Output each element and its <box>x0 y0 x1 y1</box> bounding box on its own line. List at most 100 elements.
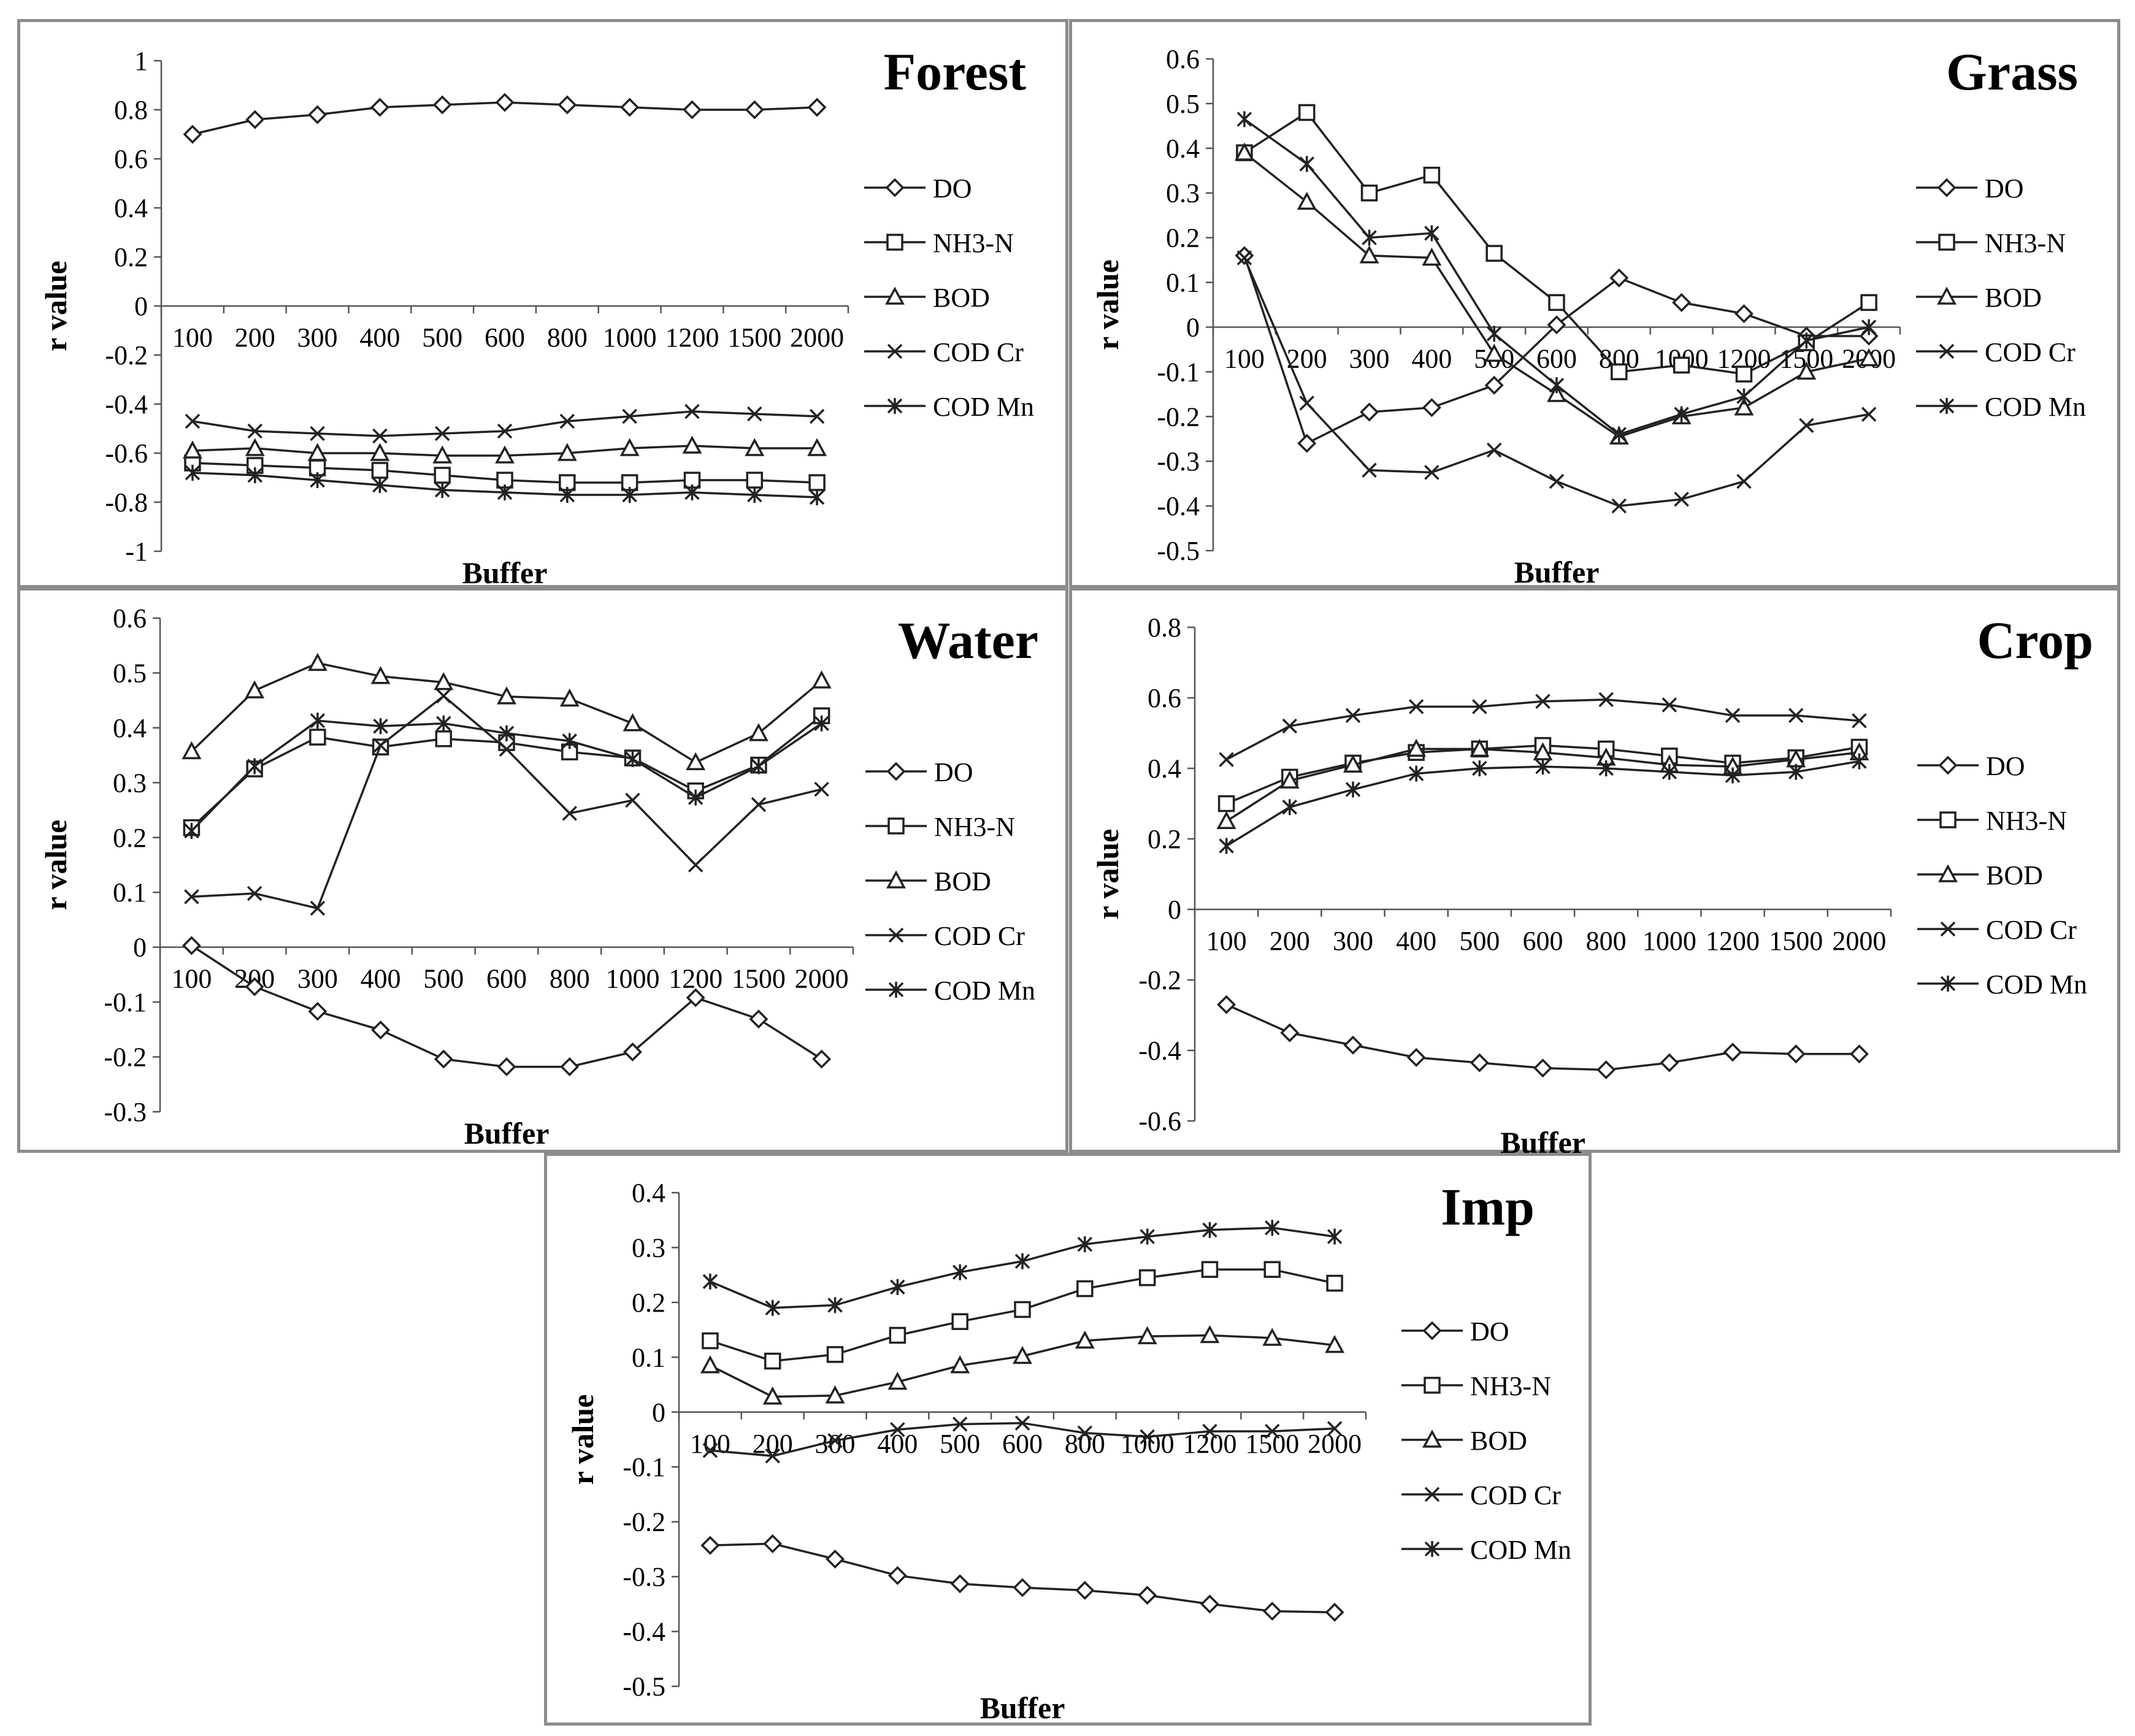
data-point-bod <box>182 440 202 459</box>
data-point-cod-cr <box>1674 491 1689 507</box>
y-tick-label: -0.2 <box>105 340 148 370</box>
data-point-bod <box>950 1355 970 1374</box>
data-point-cod-cr <box>1345 708 1361 723</box>
data-point-cod-mn <box>688 789 703 806</box>
legend-label-bod: BOD <box>933 283 990 313</box>
data-point-cod-mn <box>184 823 199 839</box>
legend-marker-cod-mn <box>888 982 904 998</box>
data-point-nh3-n <box>746 472 764 489</box>
data-point-bod <box>370 666 391 684</box>
data-point-bod <box>1200 1325 1220 1344</box>
data-point-cod-mn <box>1282 799 1298 816</box>
y-tick-label: -0.2 <box>104 1042 147 1073</box>
data-point-bod <box>559 688 580 707</box>
data-point-cod-cr <box>1362 462 1377 478</box>
data-point-nh3-n <box>1201 1261 1219 1278</box>
x-tick-label: 2000 <box>795 964 849 994</box>
x-tick-label: 400 <box>1396 926 1436 956</box>
legend-label-nh3-n: NH3-N <box>933 228 1014 258</box>
series-line-nh3-n <box>1243 111 1870 375</box>
data-point-cod-mn <box>434 482 450 498</box>
x-tick-label: 600 <box>485 323 525 353</box>
data-point-nh3-n <box>1014 1301 1031 1318</box>
data-point-bod <box>1734 397 1754 416</box>
data-point-nh3-n <box>1298 104 1316 121</box>
data-point-bod <box>370 443 390 461</box>
data-point-do <box>620 98 640 117</box>
legend-marker-cod-cr <box>888 927 904 943</box>
data-point-cod-cr <box>185 413 201 429</box>
data-point-cod-cr <box>1725 708 1741 723</box>
data-point-do <box>749 1009 769 1029</box>
panel-forest: Forest 1 0.8 0.6 0.4 0.2 0 -0.2 -0.4 -0.6 -0.8 -1 10… <box>17 19 1068 590</box>
legend-marker-do <box>885 178 905 197</box>
data-point-cod-mn <box>1788 763 1804 780</box>
legend-marker-cod-mn <box>1940 976 1956 992</box>
data-point-do <box>1360 402 1379 422</box>
data-point-cod-cr <box>1799 418 1814 434</box>
data-point-do <box>1075 1580 1095 1600</box>
legend-label-cod-mn: COD Mn <box>934 976 1035 1006</box>
data-point-cod-mn <box>499 725 515 741</box>
data-point-do <box>1660 1053 1679 1073</box>
y-tick-label: 0 <box>1186 312 1200 342</box>
data-point-bod <box>307 652 328 671</box>
legend-label-do: DO <box>934 757 973 787</box>
data-point-do <box>745 100 764 120</box>
data-point-bod <box>557 443 577 461</box>
data-point-nh3-n <box>372 738 389 755</box>
data-point-cod-cr <box>1611 498 1627 514</box>
data-point-bod <box>1859 348 1879 367</box>
x-tick-label: 100 <box>1206 926 1247 956</box>
data-point-do <box>245 977 264 996</box>
x-tick-label: 1000 <box>603 323 657 353</box>
x-tick-label: 600 <box>1523 926 1563 956</box>
data-point-bod <box>887 1371 908 1390</box>
data-point-cod-cr <box>1472 699 1487 714</box>
data-point-bod <box>1406 738 1427 757</box>
data-point-do <box>1533 1058 1552 1078</box>
y-tick-label: 0.5 <box>113 658 147 688</box>
y-tick-label: 0.6 <box>1148 683 1181 713</box>
data-point-cod-mn <box>373 718 388 735</box>
y-axis-title: r value <box>565 1394 600 1485</box>
data-point-do <box>807 98 827 117</box>
y-tick-label: 0.2 <box>113 823 147 853</box>
data-point-do <box>1849 1044 1869 1064</box>
data-point-cod-mn <box>1265 1220 1280 1236</box>
legend-marker-nh3-n <box>1424 1377 1441 1394</box>
data-point-bod <box>307 443 328 461</box>
data-point-bod <box>182 741 202 760</box>
y-tick-label: 0.4 <box>114 193 148 223</box>
data-point-do <box>1672 293 1692 312</box>
data-point-cod-mn <box>1861 319 1877 335</box>
data-point-bod <box>1137 1326 1157 1345</box>
data-point-do <box>1200 1594 1219 1614</box>
x-tick-label: 1000 <box>1642 926 1696 956</box>
data-point-cod-cr <box>499 741 515 757</box>
data-point-nh3-n <box>1860 294 1877 312</box>
y-tick-label: 1 <box>134 46 148 76</box>
data-point-cod-cr <box>952 1417 968 1432</box>
data-point-do <box>1138 1586 1157 1605</box>
x-tick-label: 600 <box>486 964 527 994</box>
x-tick-label: 200 <box>235 323 275 353</box>
data-point-nh3-n <box>1423 166 1441 184</box>
series-line-bod <box>710 1334 1335 1398</box>
data-point-nh3-n <box>1485 245 1503 262</box>
x-tick-label: 400 <box>359 323 400 353</box>
data-point-bod <box>619 438 640 456</box>
data-point-cod-cr <box>310 426 325 442</box>
data-point-do <box>371 1020 391 1040</box>
legend-label-bod: BOD <box>1470 1426 1527 1456</box>
legend-label-nh3-n: NH3-N <box>1986 806 2067 836</box>
data-point-cod-cr <box>434 426 450 442</box>
legend-marker-bod <box>1937 286 1957 305</box>
data-point-cod-cr <box>184 889 199 904</box>
data-point-cod-mn <box>1736 388 1752 405</box>
legend-label-cod-cr: COD Cr <box>933 337 1024 367</box>
x-tick-label: 1500 <box>1769 926 1823 956</box>
y-tick-label: -0.2 <box>1157 402 1200 432</box>
data-point-cod-cr <box>497 423 513 439</box>
data-point-cod-cr <box>559 413 575 429</box>
